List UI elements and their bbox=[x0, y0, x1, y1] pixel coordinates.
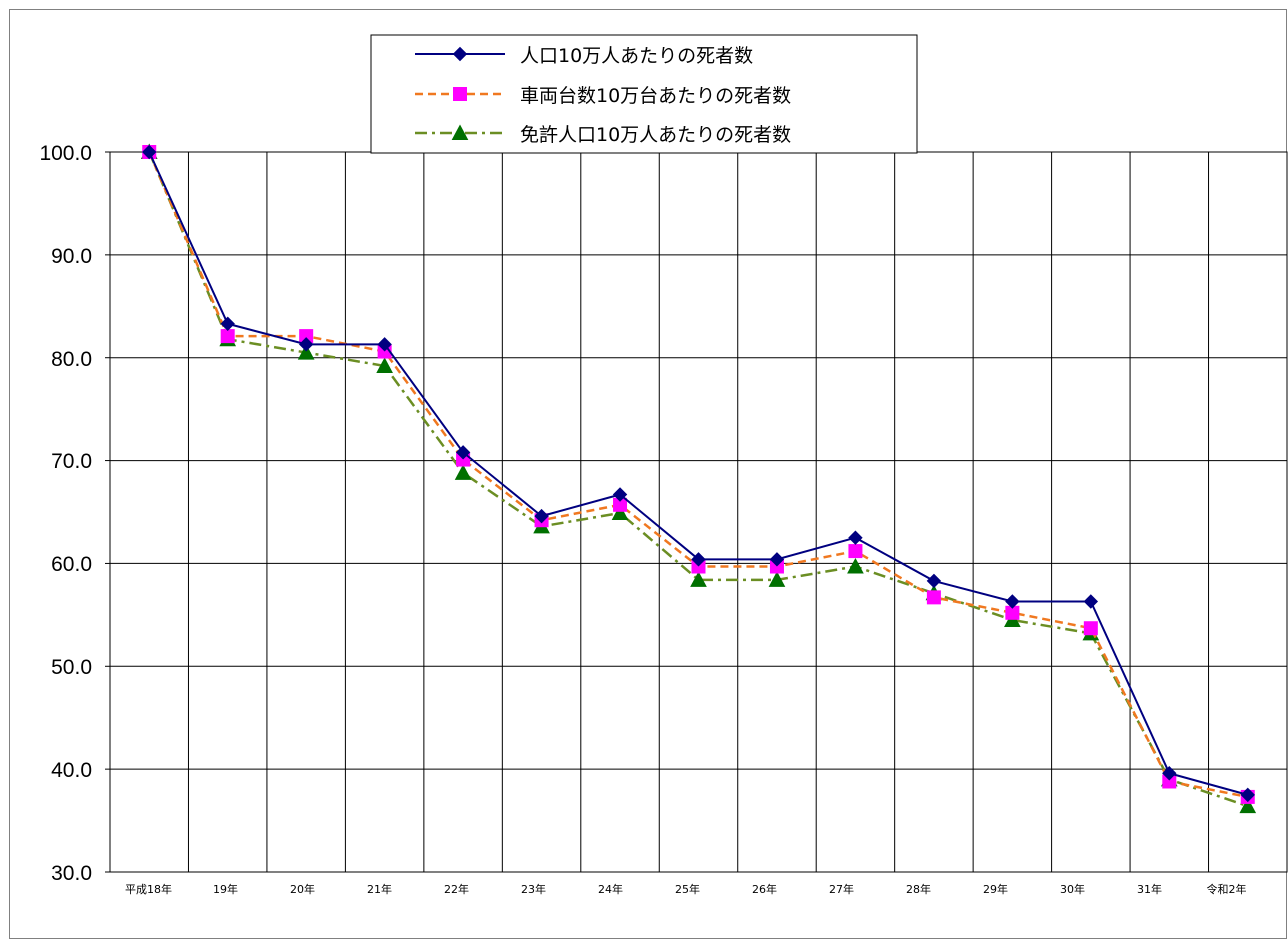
x-tick-label: 24年 bbox=[598, 882, 623, 896]
y-tick-label: 100.0 bbox=[39, 142, 92, 165]
data-point-population bbox=[612, 487, 628, 502]
y-tick-label: 50.0 bbox=[51, 656, 92, 679]
y-tick-label: 70.0 bbox=[51, 450, 92, 473]
x-tick-label: 31年 bbox=[1137, 882, 1162, 896]
data-point-population bbox=[926, 573, 942, 589]
x-tick-label: 22年 bbox=[444, 882, 469, 896]
legend-marker-license bbox=[451, 124, 469, 140]
data-point-license bbox=[768, 571, 786, 587]
plot-area bbox=[109, 151, 1288, 873]
legend-label-vehicles: 車両台数10万台あたりの死者数 bbox=[520, 85, 791, 107]
x-tick-label: 30年 bbox=[1060, 882, 1085, 896]
data-point-vehicles bbox=[1083, 621, 1098, 636]
data-point-license bbox=[454, 464, 472, 480]
legend-marker-population bbox=[452, 46, 468, 62]
x-tick-label: 平成18年 bbox=[125, 882, 172, 896]
data-point-vehicles bbox=[926, 590, 941, 605]
data-point-population bbox=[691, 552, 706, 567]
data-point-vehicles bbox=[220, 329, 235, 344]
x-tick-label: 28年 bbox=[906, 882, 931, 896]
y-tick-label: 30.0 bbox=[51, 862, 92, 885]
data-point-license bbox=[611, 504, 629, 521]
grid-lines bbox=[105, 151, 1287, 873]
legend-label-license: 免許人口10万人あたりの死者数 bbox=[520, 124, 791, 146]
x-tick-label: 21年 bbox=[367, 882, 392, 896]
y-axis-ticks: 100.0 90.0 80.0 70.0 60.0 50.0 40.0 30.0 bbox=[39, 142, 92, 885]
data-point-population bbox=[1005, 594, 1020, 609]
x-tick-label: 26年 bbox=[752, 882, 777, 896]
x-tick-label: 20年 bbox=[290, 882, 315, 896]
data-point-license bbox=[847, 557, 864, 574]
y-tick-label: 40.0 bbox=[51, 759, 92, 782]
data-point-population bbox=[534, 508, 549, 524]
data-point-population bbox=[1162, 766, 1177, 781]
data-point-license bbox=[1239, 797, 1257, 814]
data-point-population bbox=[455, 445, 471, 460]
data-point-license bbox=[297, 344, 315, 360]
legend-label-population: 人口10万人あたりの死者数 bbox=[520, 45, 753, 67]
legend-marker-vehicles bbox=[453, 87, 467, 101]
data-point-license bbox=[376, 357, 393, 373]
x-tick-label: 19年 bbox=[213, 882, 238, 896]
legend: 人口10万人あたりの死者数 車両台数10万台あたりの死者数 免許人口10万人あた… bbox=[370, 34, 918, 154]
data-point-vehicles bbox=[848, 544, 863, 559]
legend-symbols bbox=[415, 46, 505, 140]
data-point-population bbox=[377, 337, 392, 352]
data-point-population bbox=[848, 530, 863, 545]
data-point-license bbox=[690, 571, 707, 587]
x-tick-label: 令和2年 bbox=[1207, 882, 1247, 896]
data-point-population bbox=[220, 316, 235, 331]
series-line-license bbox=[148, 151, 1249, 808]
x-axis-ticks: 平成18年 19年 20年 21年 22年 23年 24年 25年 26年 27… bbox=[125, 882, 1247, 896]
x-tick-label: 29年 bbox=[983, 882, 1008, 896]
y-tick-label: 80.0 bbox=[51, 348, 92, 371]
data-point-population bbox=[769, 552, 785, 567]
data-point-population bbox=[1083, 594, 1099, 609]
x-tick-label: 25年 bbox=[675, 882, 700, 896]
y-tick-label: 90.0 bbox=[51, 245, 92, 268]
data-point-population bbox=[298, 337, 314, 352]
y-tick-label: 60.0 bbox=[51, 553, 92, 576]
data-point-population bbox=[1240, 787, 1255, 803]
x-tick-label: 23年 bbox=[521, 882, 546, 896]
series-population bbox=[142, 144, 1255, 803]
x-tick-label: 27年 bbox=[829, 882, 854, 896]
data-point-population bbox=[142, 144, 157, 160]
series-layer bbox=[140, 143, 1257, 814]
